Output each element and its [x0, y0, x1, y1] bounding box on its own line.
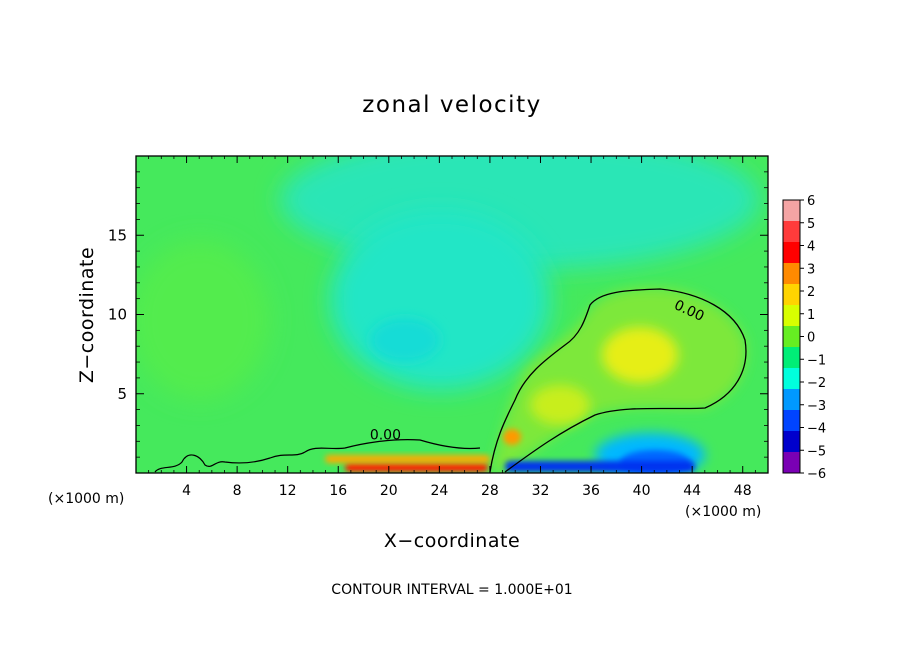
colorbar-label: −3	[807, 399, 826, 414]
x-tick-label: 4	[182, 483, 191, 499]
x-axis-label: X−coordinate	[384, 530, 520, 552]
x-tick-label: 28	[481, 483, 499, 499]
colorbar-label: −2	[807, 376, 826, 391]
contour-label: 0.00	[370, 428, 401, 444]
region-red-band	[345, 463, 488, 472]
x-tick-label: 36	[582, 483, 600, 499]
x-ticks: 4 8 12 16 20 24 28 32 36 40 44 48	[148, 156, 756, 499]
region-cyan-core	[370, 318, 440, 362]
x-tick-label: 44	[683, 483, 701, 499]
x-tick-label: 20	[380, 483, 398, 499]
y-tick-label: 10	[108, 306, 127, 324]
region-positive-lobe	[492, 288, 746, 472]
x-tick-label: 8	[233, 483, 242, 499]
region-orange-spot	[503, 429, 521, 445]
region-orange-band	[325, 455, 490, 463]
colorbar-swatch	[783, 200, 800, 222]
colorbar-label: −1	[807, 353, 826, 368]
colorbar-label: 6	[807, 194, 815, 209]
colorbar-label: 5	[807, 217, 815, 232]
colorbar-label: −5	[807, 444, 826, 459]
colorbar-label: −4	[807, 422, 826, 437]
region-yellow-mid	[530, 385, 590, 425]
colorbar-swatch	[783, 410, 800, 432]
colorbar-label: 1	[807, 308, 815, 323]
x-tick-label: 40	[633, 483, 651, 499]
region-left-green	[136, 240, 270, 400]
x-tick-label: 16	[329, 483, 347, 499]
x-tick-label: 48	[734, 483, 752, 499]
colorbar-swatch	[783, 431, 800, 453]
colorbar-swatch	[783, 263, 800, 285]
y-tick-label: 5	[117, 385, 127, 403]
colorbar-swatch	[783, 389, 800, 411]
colorbar-swatch	[783, 368, 800, 390]
contour-line-large	[489, 288, 747, 473]
colorbar-swatch	[783, 221, 800, 243]
x-tick-label: 24	[430, 483, 448, 499]
region-yellow-core	[602, 327, 678, 383]
colorbar-swatch	[783, 242, 800, 264]
colorbar-label: 2	[807, 285, 815, 300]
colorbar-label: 3	[807, 262, 815, 277]
colorbar: 6 5 4 3 2 1 0 −1 −2 −3 −4 −5 −6	[782, 194, 826, 482]
y-axis-label: Z−coordinate	[76, 247, 98, 383]
y-ticks: 5 10 15	[108, 171, 768, 458]
heatmap-field	[136, 156, 768, 473]
x-unit-right: (×1000 m)	[685, 504, 761, 520]
contour-interval-footer: CONTOUR INTERVAL = 1.000E+01	[331, 582, 572, 598]
chart-title: zonal velocity	[362, 92, 541, 118]
colorbar-swatch	[783, 347, 800, 369]
colorbar-swatch	[783, 326, 800, 348]
colorbar-swatch	[783, 452, 800, 474]
region-deep-blue-band	[505, 461, 695, 472]
colorbar-label: 0	[807, 331, 815, 346]
contour-line-lower	[154, 439, 481, 473]
colorbar-swatch	[783, 305, 800, 327]
y-tick-label: 15	[108, 226, 127, 244]
x-tick-label: 32	[532, 483, 550, 499]
colorbar-label: −6	[807, 467, 826, 482]
x-unit-left: (×1000 m)	[48, 491, 124, 507]
colorbar-swatch	[783, 284, 800, 306]
region-central-cyan	[330, 210, 550, 390]
x-tick-label: 12	[279, 483, 297, 499]
colorbar-label: 4	[807, 240, 815, 255]
